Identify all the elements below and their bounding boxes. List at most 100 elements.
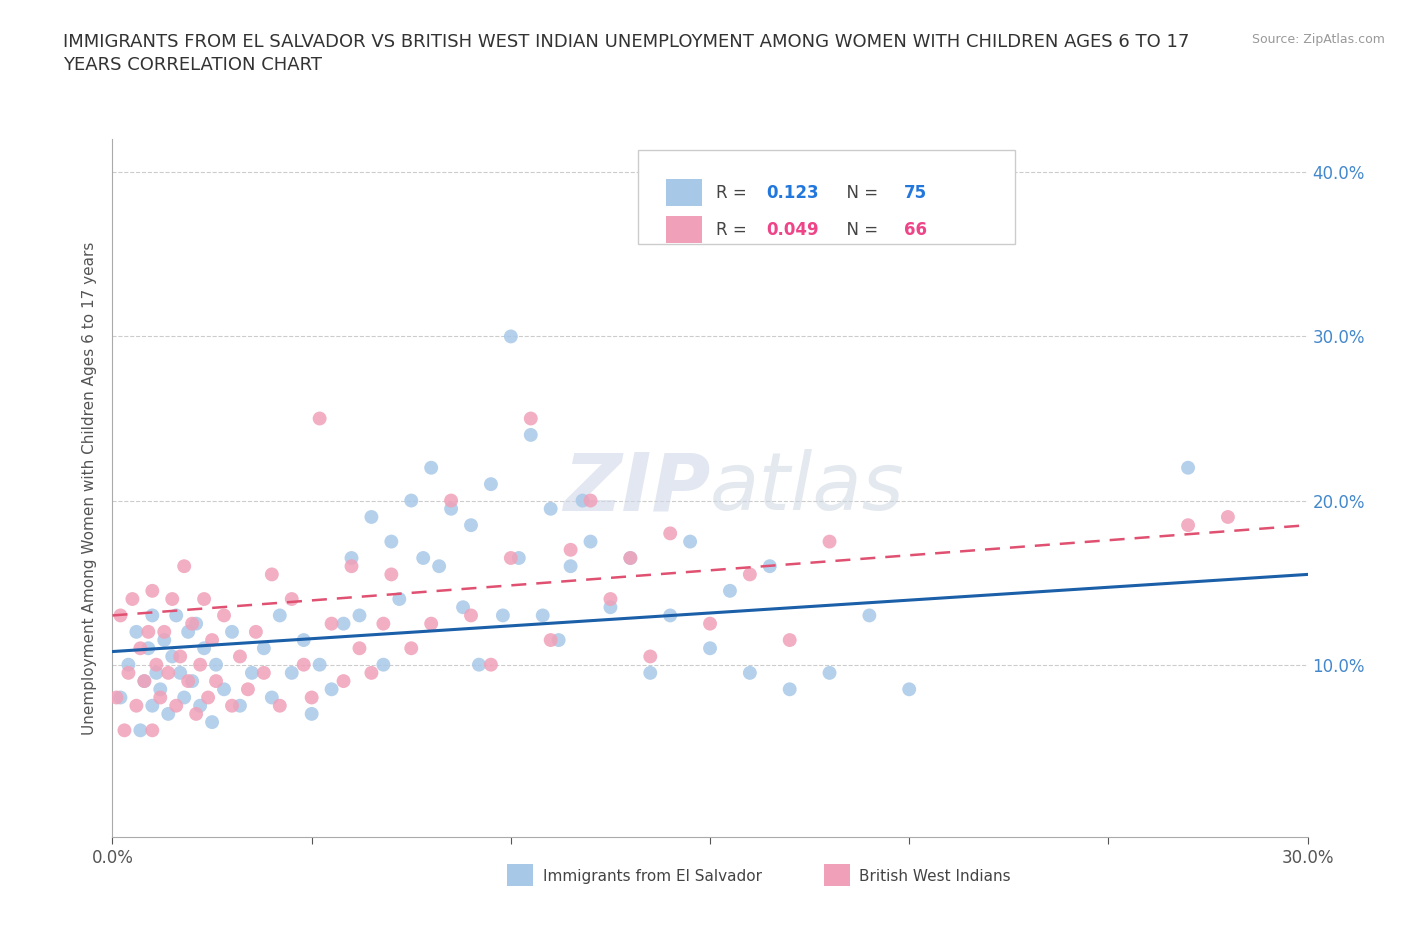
Text: R =: R = — [716, 221, 752, 239]
Point — [858, 608, 880, 623]
Point — [332, 673, 354, 688]
Point — [114, 723, 135, 737]
Point — [110, 608, 132, 623]
Point — [177, 624, 200, 639]
Point — [451, 600, 474, 615]
Point — [599, 591, 621, 606]
Point — [427, 559, 450, 574]
Point — [121, 591, 143, 606]
Point — [221, 624, 243, 639]
Point — [138, 641, 160, 656]
Point — [269, 698, 291, 713]
Point — [898, 682, 921, 697]
Point — [420, 460, 443, 475]
Point — [332, 617, 354, 631]
Y-axis label: Unemployment Among Women with Children Ages 6 to 17 years: Unemployment Among Women with Children A… — [82, 242, 97, 735]
Point — [117, 658, 139, 672]
Point — [759, 559, 782, 574]
Point — [373, 658, 395, 672]
Point — [301, 707, 323, 722]
Bar — [666, 179, 702, 206]
Text: British West Indians: British West Indians — [859, 869, 1011, 883]
Point — [269, 608, 291, 623]
Point — [165, 608, 187, 623]
Text: IMMIGRANTS FROM EL SALVADOR VS BRITISH WEST INDIAN UNEMPLOYMENT AMONG WOMEN WITH: IMMIGRANTS FROM EL SALVADOR VS BRITISH W… — [63, 33, 1189, 74]
Point — [221, 698, 243, 713]
Point — [205, 673, 228, 688]
Point — [157, 666, 180, 681]
Point — [308, 411, 330, 426]
Point — [138, 624, 160, 639]
Bar — [666, 217, 702, 243]
Text: Immigrants from El Salvador: Immigrants from El Salvador — [543, 869, 762, 883]
Text: N =: N = — [835, 184, 883, 202]
Point — [162, 649, 183, 664]
Bar — [824, 863, 849, 885]
Point — [679, 534, 702, 549]
Point — [401, 493, 423, 508]
Point — [181, 617, 204, 631]
Point — [779, 632, 801, 647]
Point — [117, 666, 139, 681]
Point — [141, 608, 163, 623]
Point — [1216, 510, 1239, 525]
Point — [165, 698, 187, 713]
Point — [420, 617, 443, 631]
FancyBboxPatch shape — [638, 150, 1015, 245]
Text: Source: ZipAtlas.com: Source: ZipAtlas.com — [1251, 33, 1385, 46]
Text: 0.049: 0.049 — [766, 221, 818, 239]
Point — [281, 666, 304, 681]
Point — [157, 707, 180, 722]
Point — [229, 698, 252, 713]
Point — [129, 723, 152, 737]
Point — [499, 551, 522, 565]
Point — [468, 658, 491, 672]
Point — [240, 666, 263, 681]
Point — [201, 632, 224, 647]
Point — [659, 608, 682, 623]
Point — [205, 658, 228, 672]
Point — [579, 493, 602, 508]
Point — [153, 624, 176, 639]
Point — [659, 526, 682, 541]
Point — [560, 542, 582, 557]
Point — [499, 329, 522, 344]
Point — [460, 518, 482, 533]
Text: ZIP: ZIP — [562, 449, 710, 527]
Text: R =: R = — [716, 184, 752, 202]
Text: 66: 66 — [904, 221, 927, 239]
Point — [169, 649, 191, 664]
Point — [153, 632, 176, 647]
Point — [145, 658, 167, 672]
Point — [619, 551, 641, 565]
Point — [125, 624, 148, 639]
Point — [308, 658, 330, 672]
Point — [245, 624, 267, 639]
Point — [520, 428, 543, 443]
Point — [779, 682, 801, 697]
Point — [492, 608, 515, 623]
Point — [177, 673, 200, 688]
Point — [212, 682, 235, 697]
Point — [401, 641, 423, 656]
Point — [149, 690, 172, 705]
Point — [281, 591, 304, 606]
Point — [141, 698, 163, 713]
Point — [560, 559, 582, 574]
Text: N =: N = — [835, 221, 883, 239]
Point — [540, 501, 562, 516]
Point — [547, 632, 569, 647]
Point — [134, 673, 156, 688]
Point — [292, 658, 315, 672]
Point — [579, 534, 602, 549]
Point — [173, 559, 195, 574]
Point — [479, 477, 502, 492]
Point — [571, 493, 593, 508]
Point — [197, 690, 219, 705]
Text: atlas: atlas — [710, 449, 905, 527]
Point — [699, 641, 721, 656]
Point — [236, 682, 259, 697]
Text: 75: 75 — [904, 184, 927, 202]
Point — [260, 690, 283, 705]
Point — [718, 583, 741, 598]
